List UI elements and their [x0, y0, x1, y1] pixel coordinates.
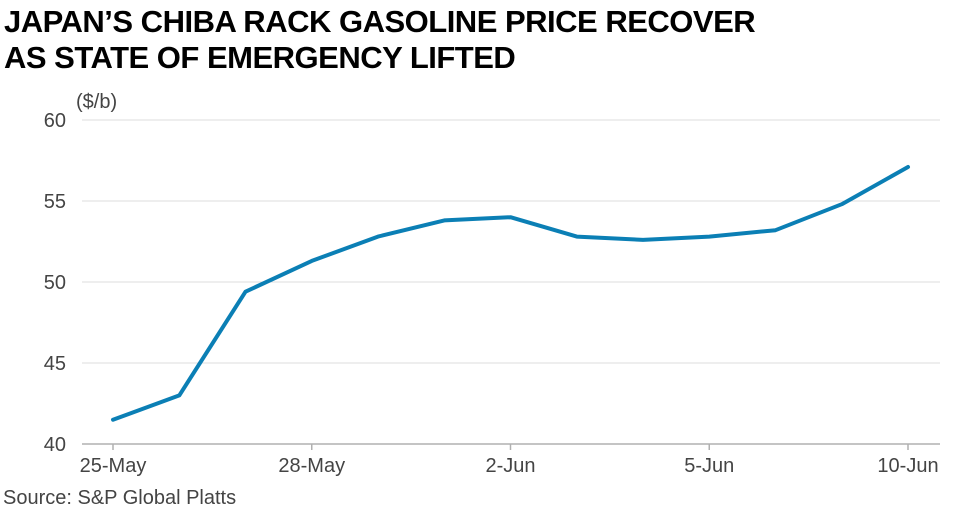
y-tick-label: 55 — [44, 191, 66, 213]
series-line — [111, 165, 910, 422]
x-axis-tick-labels: 25-May 28-May 2-Jun 5-Jun 10-Jun — [80, 444, 939, 477]
chart-title-line-1: JAPAN’S CHIBA RACK GASOLINE PRICE RECOVE… — [4, 4, 756, 39]
y-tick-label: 45 — [44, 353, 66, 375]
y-tick-label: 50 — [44, 272, 66, 294]
y-tick-label: 40 — [44, 434, 66, 456]
x-tick-label: 2-Jun — [485, 455, 535, 477]
y-axis-unit-label: ($/b) — [76, 91, 117, 113]
y-axis-tick-labels: 40 45 50 55 60 — [44, 110, 66, 456]
x-tick-label: 28-May — [278, 455, 345, 477]
x-tick-label: 25-May — [80, 455, 147, 477]
chart-title-line-2: AS STATE OF EMERGENCY LIFTED — [4, 40, 516, 75]
source-note: Source: S&P Global Platts — [3, 487, 237, 509]
x-tick-label: 5-Jun — [684, 455, 734, 477]
chart-title: JAPAN’S CHIBA RACK GASOLINE PRICE RECOVE… — [4, 4, 964, 76]
gridlines — [82, 119, 940, 445]
series-layer — [111, 165, 910, 422]
y-tick-label: 60 — [44, 110, 66, 132]
x-tick-label: 10-Jun — [877, 455, 938, 477]
